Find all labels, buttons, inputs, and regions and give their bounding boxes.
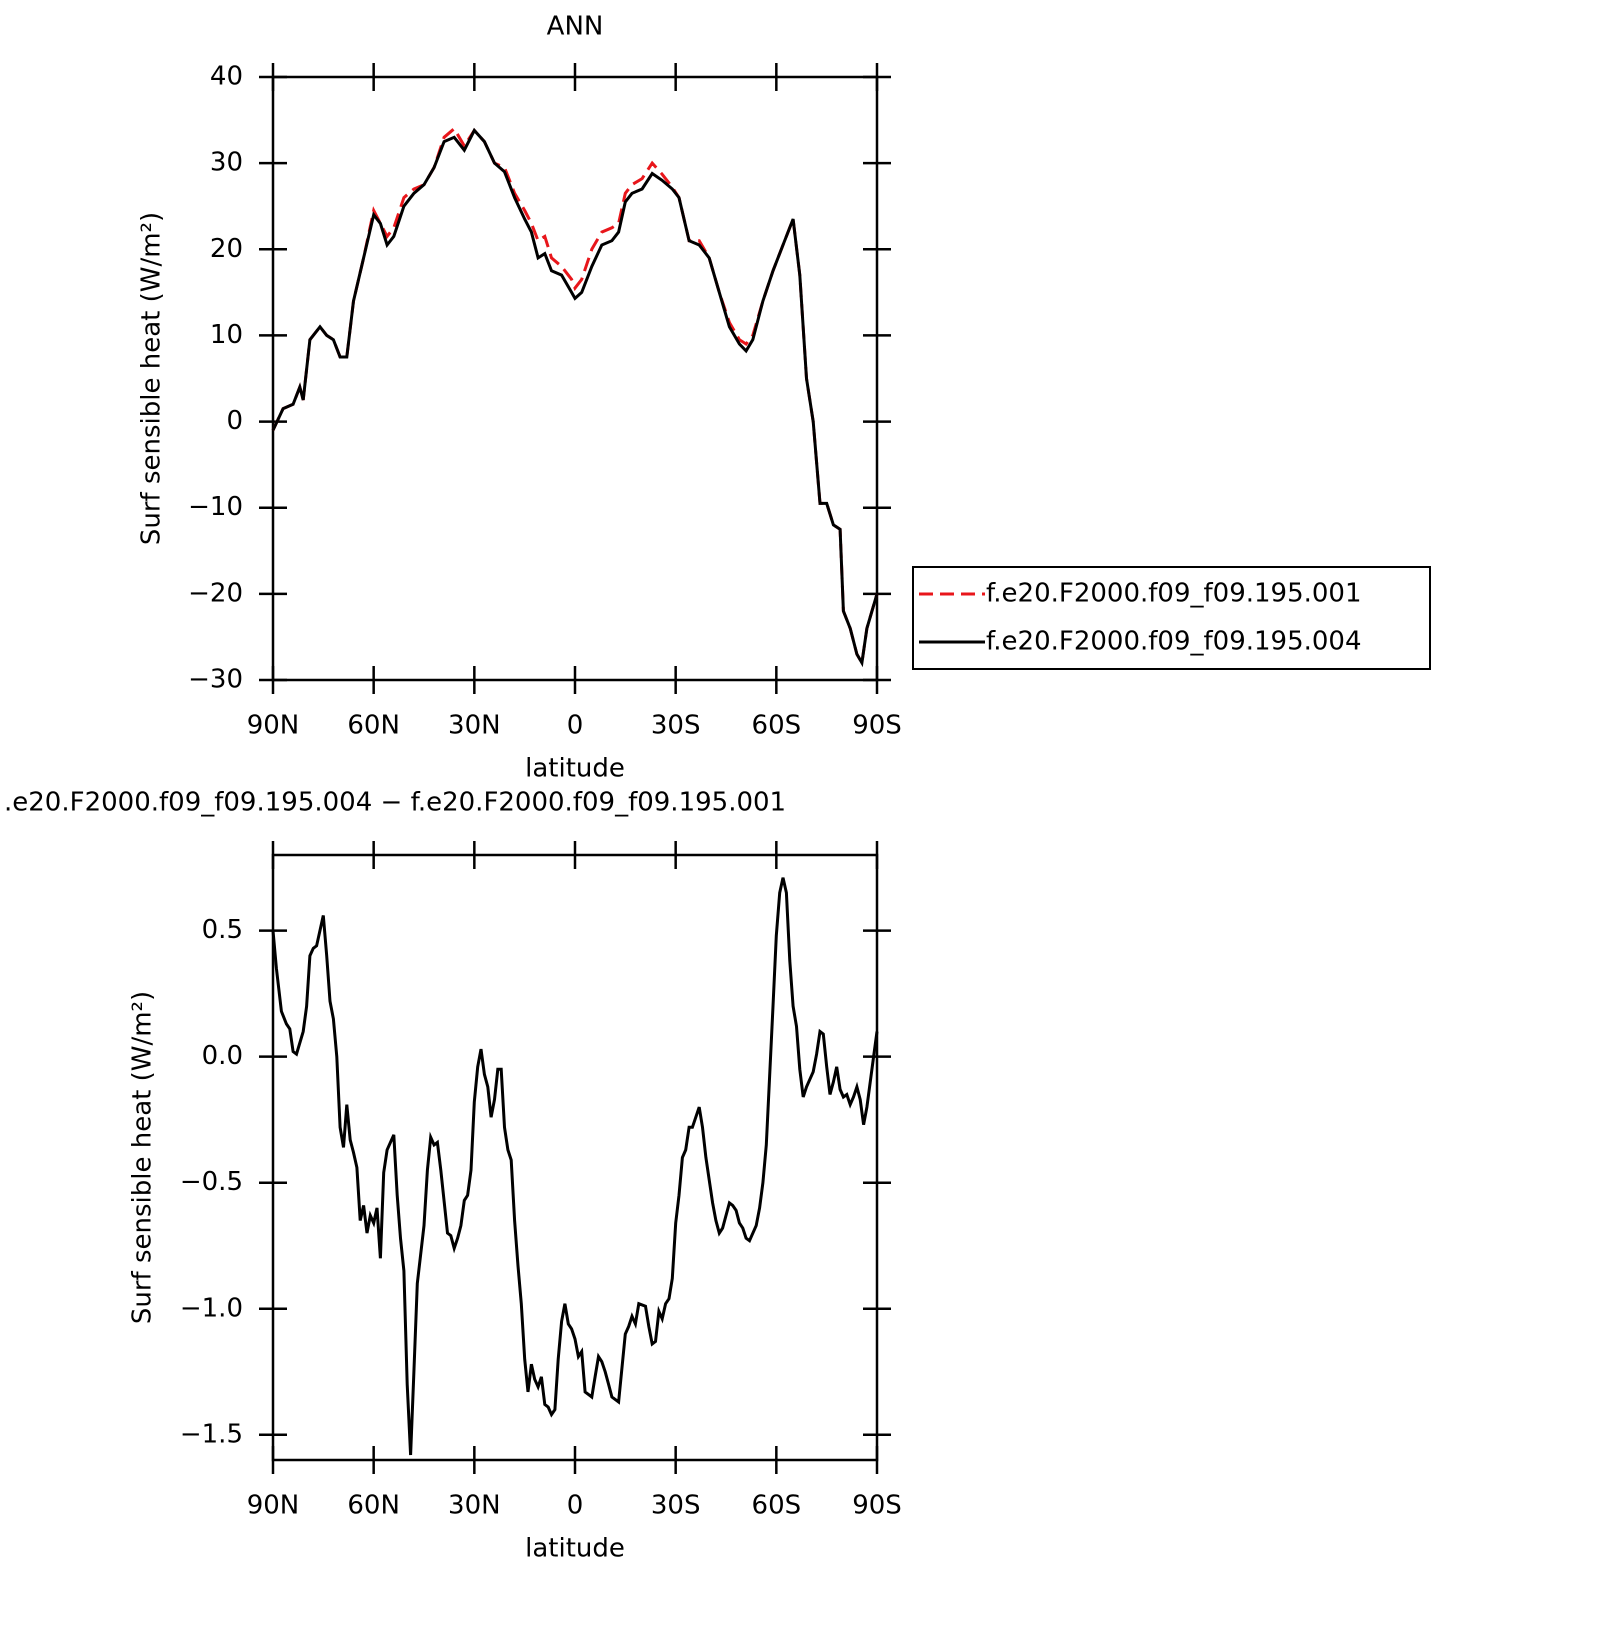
x-tick-label: 30N	[448, 1491, 501, 1521]
x-tick-label: 90S	[852, 711, 902, 741]
y-tick-label: 20	[210, 234, 243, 264]
x-tick-label: 0	[567, 1491, 584, 1521]
x-tick-label: 30N	[448, 711, 501, 741]
y-tick-label: −0.5	[180, 1167, 243, 1197]
x-tick-label: 90N	[247, 1491, 300, 1521]
y-tick-label: −30	[188, 665, 243, 695]
y-axis-label: Surf sensible heat (W/m²)	[128, 991, 158, 1324]
plot-frame	[271, 853, 879, 1462]
x-tick-label: 60N	[347, 711, 400, 741]
x-tick-label: 60S	[752, 1491, 802, 1521]
x-tick-label: 60N	[347, 1491, 400, 1521]
chart-title: ANN	[547, 12, 604, 42]
x-axis-label: latitude	[525, 754, 625, 784]
plot-frame	[271, 75, 879, 682]
y-tick-label: 0	[226, 406, 243, 436]
x-tick-label: 0	[567, 711, 584, 741]
chart-title: .e20.F2000.f09_f09.195.004 − f.e20.F2000…	[4, 788, 786, 818]
y-tick-label: −10	[188, 492, 243, 522]
legend-box	[912, 566, 1431, 670]
data-line	[271, 877, 879, 1456]
y-tick-label: 0.0	[202, 1041, 243, 1071]
x-tick-label: 30S	[651, 711, 701, 741]
y-tick-label: −20	[188, 578, 243, 608]
x-tick-label: 90S	[852, 1491, 902, 1521]
x-tick-label: 60S	[752, 711, 802, 741]
legend-label: f.e20.F2000.f09_f09.195.004	[986, 627, 1362, 657]
y-tick-label: 0.5	[202, 915, 243, 945]
y-tick-label: −1.0	[180, 1293, 243, 1323]
data-line	[271, 126, 879, 668]
legend-label: f.e20.F2000.f09_f09.195.001	[986, 579, 1362, 609]
data-line	[271, 127, 879, 668]
y-tick-label: 40	[210, 62, 243, 92]
x-tick-label: 30S	[651, 1491, 701, 1521]
x-axis-label: latitude	[525, 1534, 625, 1564]
y-tick-label: 10	[210, 320, 243, 350]
y-axis-label: Surf sensible heat (W/m²)	[137, 212, 167, 545]
y-tick-label: −1.5	[180, 1419, 243, 1449]
x-tick-label: 90N	[247, 711, 300, 741]
y-tick-label: 30	[210, 148, 243, 178]
